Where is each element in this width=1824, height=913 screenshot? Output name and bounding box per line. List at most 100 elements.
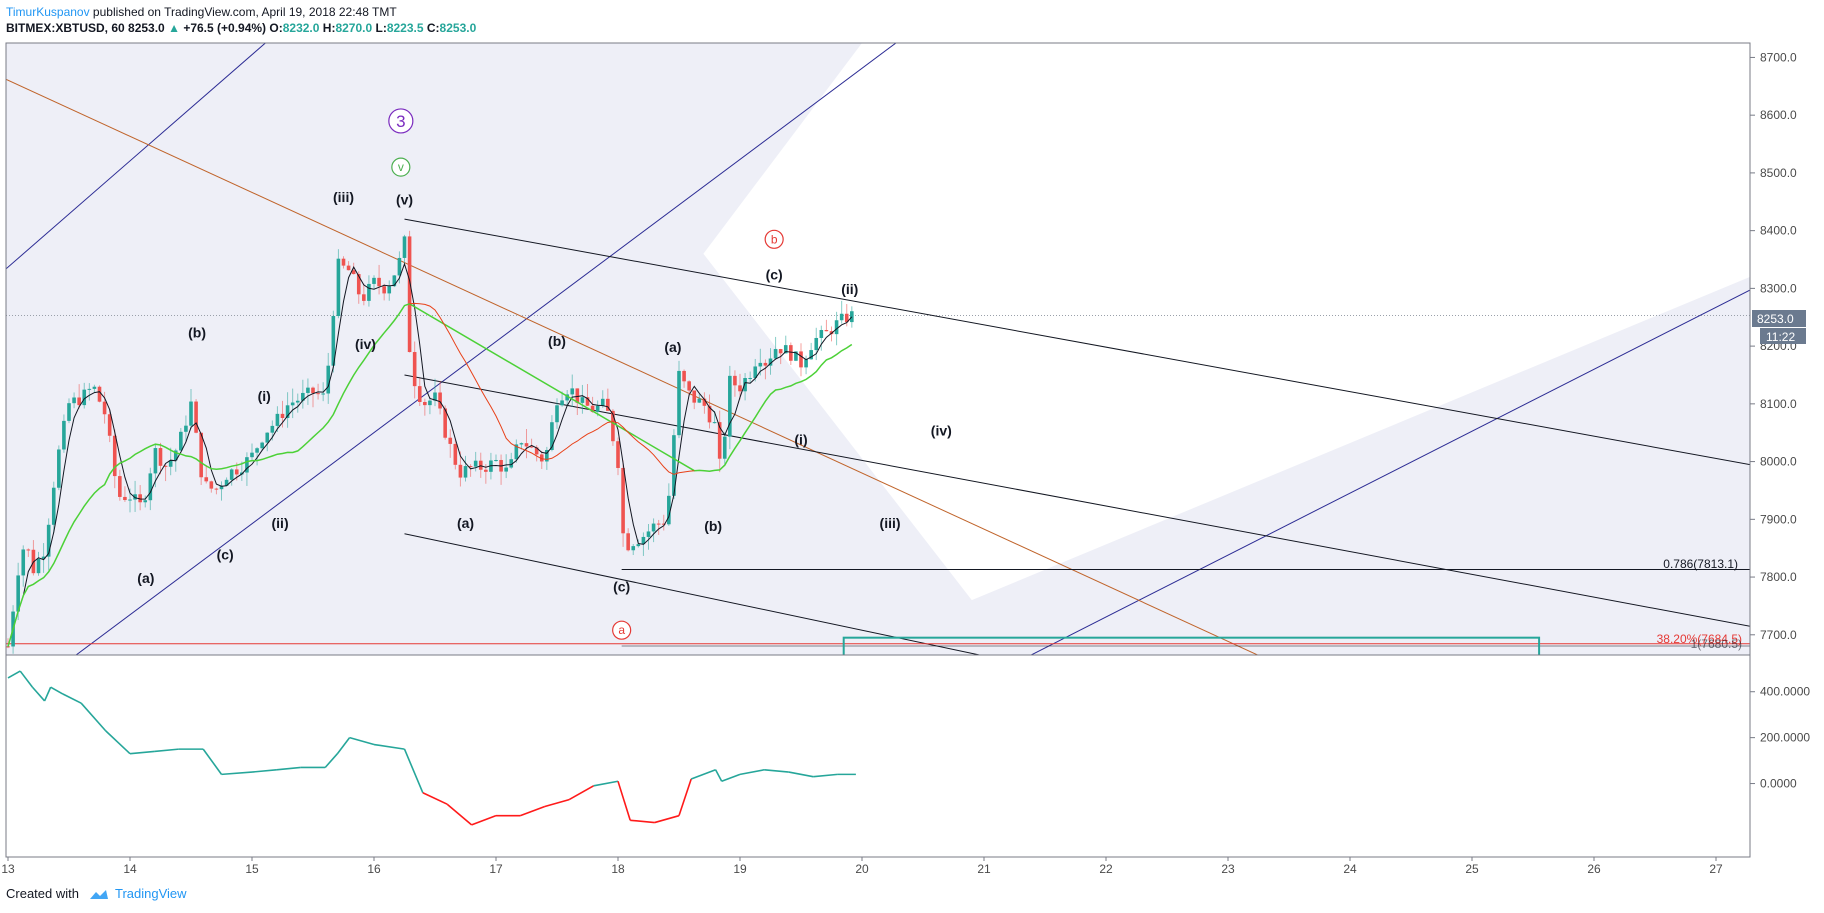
candle-body [189, 401, 193, 426]
candle-body [280, 413, 285, 418]
osc-segment [544, 798, 570, 808]
countdown-badge [1760, 328, 1806, 344]
candle-body [850, 311, 854, 323]
fib-382-label: 38.20%(7684.5) [1657, 632, 1742, 646]
y-tick-label: 8700.0 [1760, 50, 1797, 64]
candle-body [809, 350, 813, 360]
osc-segment [788, 771, 814, 778]
close-value: 8253.0 [439, 21, 477, 35]
candle-body [728, 375, 732, 437]
candle-body [250, 452, 254, 458]
x-tick-label: 16 [367, 862, 381, 876]
candle-body [433, 392, 437, 401]
candle-body [346, 265, 351, 271]
osc-segment [50, 686, 64, 695]
osc-segment [813, 773, 838, 778]
wave-label: (a) [137, 570, 154, 586]
candle-body [534, 447, 539, 455]
tradingview-cloud-icon [89, 889, 108, 899]
candle-body [738, 385, 742, 392]
wave-circle-label: a [618, 623, 625, 637]
candle-body [590, 405, 595, 412]
candle-body [494, 459, 498, 461]
candle-body [753, 366, 758, 378]
symbol-line: BITMEX:XBTUSD, 60 8253.0 ▲ +76.5 (+0.94%… [6, 20, 476, 36]
candle-body [473, 460, 478, 467]
candle-body [611, 410, 615, 442]
candle-body [123, 496, 127, 501]
candle-body [82, 389, 87, 406]
fast-ma-line [7, 262, 853, 647]
wave-circle [388, 108, 414, 134]
price-chart[interactable]: (a) (b) (c) (i) (ii) (iii) (iv) (v) (a) (b) (c) (a)… [0, 0, 1824, 880]
trend-line-mid [404, 374, 1750, 627]
candle-body [168, 460, 173, 467]
candle-body [341, 258, 346, 266]
candle-body [636, 544, 641, 547]
candle-body [529, 446, 534, 448]
wave-label: (c) [217, 547, 234, 563]
candle-body [214, 488, 219, 490]
y-tick-label: 8000.0 [1760, 455, 1797, 469]
x-tick-label: 13 [1, 862, 15, 876]
osc-segment [690, 769, 716, 780]
candle-body [545, 449, 549, 462]
wave-labels: (a) (b) (c) (i) (ii) (iii) (iv) (v) (a) (b) (c) (a)… [137, 108, 952, 640]
wave-label: (iii) [333, 189, 354, 205]
candle-body [275, 413, 280, 426]
wave-circle [764, 229, 784, 249]
candle-body [702, 398, 707, 406]
author-link[interactable]: TimurKuspanov [6, 5, 90, 19]
candle-body [661, 523, 666, 525]
candle-body [336, 258, 341, 317]
osc-segment [221, 771, 253, 776]
candle-body [616, 441, 620, 468]
candle-body [468, 466, 473, 468]
candle-body [255, 448, 259, 453]
candle-body [392, 275, 397, 287]
y-tick-label: 7900.0 [1760, 512, 1797, 526]
osc-segment [276, 766, 301, 771]
candle-body [397, 257, 402, 276]
osc-segment [129, 750, 155, 755]
candle-body [92, 386, 97, 389]
candle-body [819, 330, 824, 338]
osc-segment [630, 819, 655, 824]
candle-body [87, 388, 92, 390]
candle-body [112, 435, 117, 477]
candle-body [794, 351, 798, 361]
symbol-label[interactable]: BITMEX:XBTUSD, 60 [6, 21, 125, 35]
low-label: L: [375, 21, 387, 35]
candle-body [478, 460, 483, 470]
tradingview-link[interactable]: TradingView [114, 886, 187, 901]
candle-body [763, 362, 768, 366]
ma-green-line [7, 302, 853, 647]
price-change: +76.5 (+0.94%) [183, 21, 267, 35]
candle-body [687, 381, 691, 391]
candle-body [789, 345, 793, 361]
drawing-lines[interactable] [0, 23, 1765, 670]
candle-body [514, 444, 519, 460]
wave-label: (a) [457, 515, 474, 531]
candle-body [77, 397, 81, 406]
last-price-badge [1752, 310, 1806, 327]
candle-body [428, 400, 432, 406]
wave-label: (ii) [272, 515, 289, 531]
osc-segment [324, 753, 338, 769]
open-label: O: [269, 21, 283, 35]
candle-body [362, 294, 366, 301]
candle-body [265, 432, 270, 443]
candle-body [295, 400, 300, 403]
candle-body [41, 556, 46, 559]
x-tick-label: 14 [123, 862, 137, 876]
osc-segment [19, 670, 34, 688]
trend-line-lower [404, 533, 982, 655]
target-zone-box [842, 636, 1541, 655]
wave-circle [391, 157, 411, 177]
candle-body [153, 448, 158, 474]
candle-body [179, 431, 183, 451]
osc-segment [349, 736, 375, 746]
candle-body [448, 437, 453, 444]
x-tick-label: 20 [855, 862, 869, 876]
wave-circle-label: v [398, 160, 404, 174]
